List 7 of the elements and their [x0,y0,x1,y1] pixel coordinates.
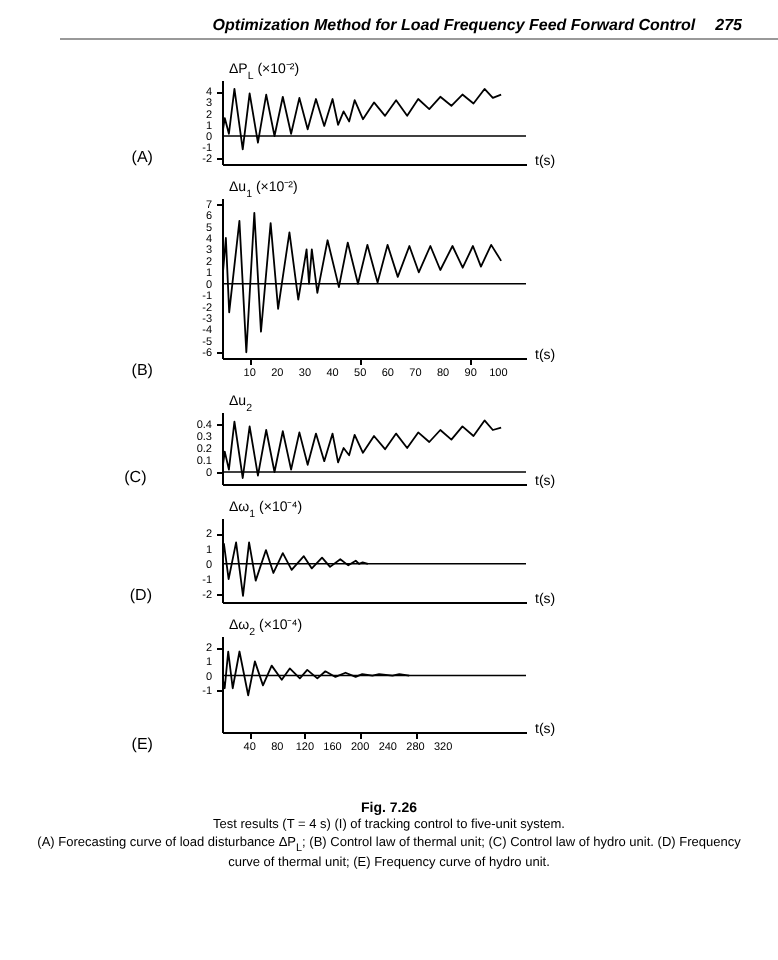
text: (D) [129,586,153,604]
text: (E) [131,735,154,753]
text: (B) [131,361,154,379]
text: Optimization Method for Load Frequency Feed Forward Control [212,16,696,34]
text: 275 [715,16,742,34]
text: (A) [131,148,154,166]
text: (C) [124,468,148,486]
